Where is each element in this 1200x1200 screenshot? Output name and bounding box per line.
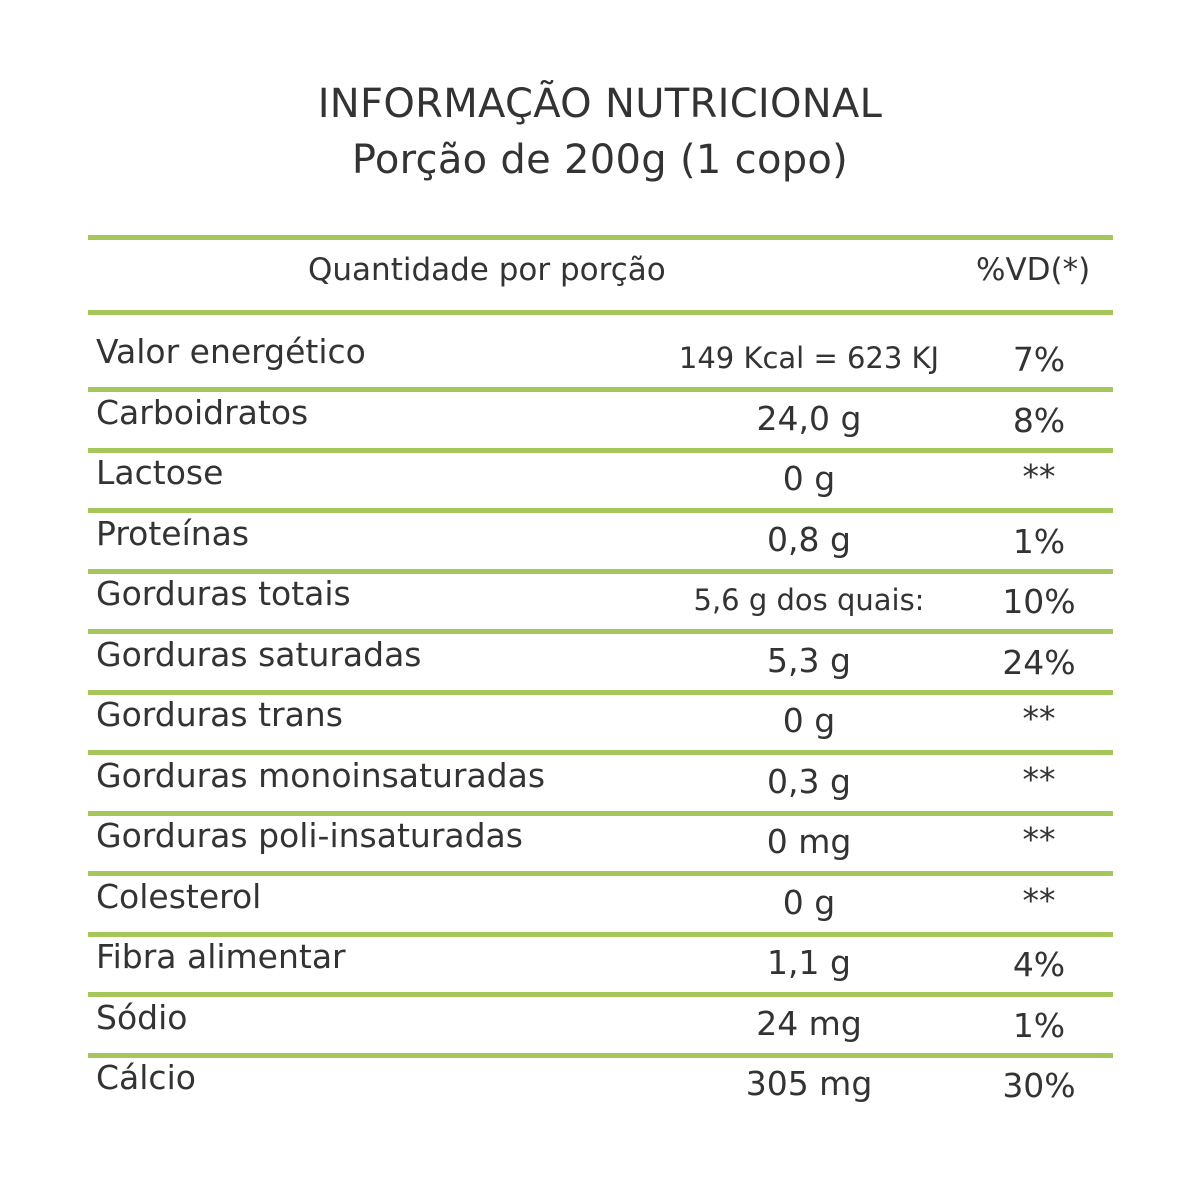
header-rule <box>88 310 1113 315</box>
nutrient-daily-value: 10% <box>1002 582 1076 621</box>
table-row: Fibra alimentar 1,1 g 4% <box>88 935 1113 995</box>
nutrient-amount: 24,0 g <box>756 398 862 438</box>
nutrient-amount: 149 Kcal = 623 KJ <box>678 341 940 375</box>
nutrient-amount: 0 g <box>782 701 836 740</box>
nutrient-name: Lactose <box>96 453 224 492</box>
nutrient-amount: 24 mg <box>756 1003 862 1043</box>
nutrient-name: Sódio <box>96 997 188 1037</box>
nutrient-daily-value: 7% <box>1012 340 1066 379</box>
nutrient-daily-value: ** <box>1022 820 1056 859</box>
row-divider <box>88 629 1113 634</box>
table-row: Gorduras monoinsaturadas 0,3 g ** <box>88 754 1113 814</box>
nutrient-daily-value: ** <box>1022 699 1056 738</box>
nutrient-name: Cálcio <box>96 1058 196 1097</box>
nutrient-name: Proteínas <box>96 513 250 553</box>
table-row: Cálcio 305 mg 30% <box>88 1056 1113 1116</box>
nutrient-name: Fibra alimentar <box>96 937 346 976</box>
nutrient-name: Gorduras trans <box>96 695 343 734</box>
top-rule <box>88 235 1113 240</box>
row-divider <box>88 1052 1113 1058</box>
row-divider <box>88 992 1113 997</box>
row-divider <box>88 750 1113 755</box>
nutrient-daily-value: 24% <box>1002 642 1076 682</box>
nutrient-daily-value: 30% <box>1002 1066 1076 1105</box>
nutrient-amount: 5,6 g dos quais: <box>693 583 925 617</box>
nutrient-daily-value: 1% <box>1012 521 1066 561</box>
table-row: Lactose 0 g ** <box>88 451 1113 511</box>
nutrient-daily-value: ** <box>1022 759 1056 799</box>
table-row: Proteínas 0,8 g 1% <box>88 512 1113 572</box>
table-row: Colesterol 0 g ** <box>88 875 1113 935</box>
nutrient-daily-value: 8% <box>1012 400 1066 440</box>
row-divider <box>88 689 1113 695</box>
nutrient-name: Gorduras monoinsaturadas <box>96 755 546 795</box>
row-divider <box>88 387 1113 392</box>
table-row: Valor energético 149 Kcal = 623 KJ 7% <box>88 330 1113 390</box>
table-row: Sódio 24 mg 1% <box>88 996 1113 1056</box>
nutrient-amount: 0,3 g <box>767 761 851 801</box>
nutrient-name: Carboidratos <box>96 392 309 432</box>
nutrient-amount: 5,3 g <box>767 640 851 680</box>
table-row: Gorduras trans 0 g ** <box>88 693 1113 753</box>
row-divider <box>88 508 1113 513</box>
table-row: Gorduras poli-insaturadas 0 mg ** <box>88 814 1113 874</box>
nutrient-amount: 305 mg <box>745 1064 873 1103</box>
nutrient-amount: 0 mg <box>766 822 852 861</box>
row-divider <box>88 931 1113 937</box>
table-row: Carboidratos 24,0 g 8% <box>88 391 1113 451</box>
vd-header: %VD(*) <box>976 252 1091 288</box>
nutrient-name: Colesterol <box>96 876 262 916</box>
nutrient-name: Gorduras saturadas <box>96 634 422 674</box>
serving-size: Porção de 200g (1 copo) <box>351 137 849 183</box>
nutrient-daily-value: 4% <box>1012 945 1066 984</box>
nutrient-daily-value: ** <box>1022 880 1056 920</box>
nutrient-daily-value: ** <box>1022 457 1056 496</box>
nutrient-name: Valor energético <box>96 332 366 371</box>
nutrient-amount: 0 g <box>782 459 836 498</box>
nutrient-amount: 1,1 g <box>767 943 851 982</box>
nutrient-name: Gorduras totais <box>96 574 351 613</box>
nutrient-amount: 0,8 g <box>767 519 851 559</box>
row-divider <box>88 568 1113 574</box>
table-row: Gorduras saturadas 5,3 g 24% <box>88 633 1113 693</box>
quantity-header: Quantidade por porção <box>308 252 666 288</box>
row-divider <box>88 871 1113 876</box>
row-divider <box>88 447 1113 453</box>
table-row: Gorduras totais 5,6 g dos quais: 10% <box>88 572 1113 632</box>
nutrient-daily-value: 1% <box>1012 1005 1066 1045</box>
row-divider <box>88 810 1113 816</box>
nutrition-title: INFORMAÇÃO NUTRICIONAL <box>317 81 883 127</box>
nutrient-name: Gorduras poli-insaturadas <box>96 816 523 855</box>
nutrient-amount: 0 g <box>782 882 836 922</box>
